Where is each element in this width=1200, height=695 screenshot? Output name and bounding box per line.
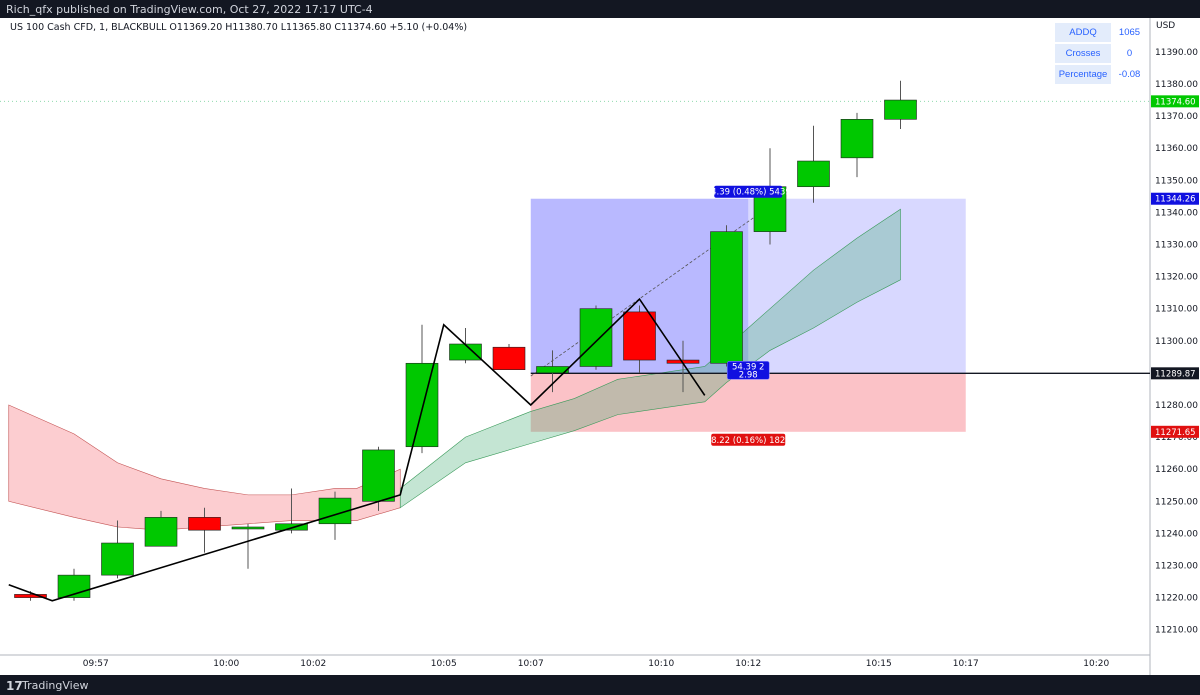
stop-price-label-box xyxy=(1151,425,1199,438)
info-row-addq: ADDQ 1065 xyxy=(1055,23,1146,42)
candle-body xyxy=(884,99,917,120)
stop-zone xyxy=(530,373,966,432)
stop-label-text: 18.22 (0.16%) 1822 xyxy=(706,436,791,446)
tradingview-logo-icon: 17 xyxy=(6,679,23,693)
entry-price-label-text: 11289.87 xyxy=(1155,369,1196,379)
center-label-line1: 54.39 2 xyxy=(732,362,764,372)
candle xyxy=(318,491,352,540)
info-row-percentage: Percentage -0.08 xyxy=(1055,65,1146,84)
candle xyxy=(797,125,830,203)
brand-text: TradingView xyxy=(22,679,89,692)
price-tick-label: 11220.00 xyxy=(1155,594,1198,604)
info-value: -0.08 xyxy=(1113,65,1146,84)
center-label-box xyxy=(726,361,770,380)
candle xyxy=(536,350,569,393)
price-tick-label: 11390.00 xyxy=(1155,48,1198,58)
candle xyxy=(144,510,178,547)
time-tick-label: 10:17 xyxy=(953,659,979,669)
green-cloud-band xyxy=(399,208,901,509)
candle xyxy=(623,305,656,373)
time-tick-label: 10:07 xyxy=(518,659,544,669)
candle xyxy=(492,344,526,370)
time-tick-label: 10:15 xyxy=(866,659,892,669)
last-price-label-text: 11374.60 xyxy=(1155,97,1196,107)
price-tick-label: 11270.00 xyxy=(1155,433,1198,443)
candle xyxy=(710,225,743,367)
info-label: Crosses xyxy=(1055,44,1111,63)
candle-body xyxy=(840,119,874,159)
candle-body xyxy=(188,517,221,531)
candle xyxy=(188,507,221,553)
candlestick-chart[interactable]: 54.39 (0.48%) 5439 18.22 (0.16%) 1822 54.3… xyxy=(0,18,1200,675)
price-tick-label: 11250.00 xyxy=(1155,497,1198,507)
candle xyxy=(101,520,134,579)
target-label-box xyxy=(714,185,783,198)
candle-body xyxy=(231,526,265,530)
candle-body xyxy=(710,231,743,364)
price-axis xyxy=(1151,18,1200,675)
price-tick-label: 11320.00 xyxy=(1155,273,1198,283)
price-tick-label: 11240.00 xyxy=(1155,529,1198,539)
info-value: 1065 xyxy=(1113,23,1146,42)
time-tick-label: 10:00 xyxy=(213,659,239,669)
info-value: 0 xyxy=(1113,44,1146,63)
candle-body xyxy=(797,160,830,188)
price-tick-label: 11370.00 xyxy=(1155,112,1198,122)
price-tick-label: 11210.00 xyxy=(1155,626,1198,636)
candle xyxy=(231,523,265,569)
info-row-crosses: Crosses 0 xyxy=(1055,44,1146,63)
candle-body xyxy=(492,346,526,370)
price-tick-label: 11380.00 xyxy=(1155,80,1198,90)
candle-body xyxy=(623,311,656,361)
dashed-trend-line xyxy=(530,205,771,377)
price-tick-label: 11280.00 xyxy=(1155,401,1198,411)
price-tick-label: 11260.00 xyxy=(1155,465,1198,475)
last-price-label-box xyxy=(1151,95,1199,108)
candle-body xyxy=(14,594,47,598)
candle xyxy=(57,568,91,601)
stop-label-box xyxy=(711,433,786,446)
time-tick-label: 10:20 xyxy=(1083,659,1109,669)
candle-body xyxy=(101,542,134,576)
info-label: Percentage xyxy=(1055,65,1111,84)
price-axis-unit: USD xyxy=(1156,21,1175,31)
info-label: ADDQ xyxy=(1055,23,1111,42)
stop-price-label-text: 11271.65 xyxy=(1155,428,1196,438)
price-tick-label: 11230.00 xyxy=(1155,562,1198,572)
target-price-label-box xyxy=(1151,192,1199,205)
candle-body xyxy=(536,366,569,374)
top-bar: Rich_qfx published on TradingView.com, O… xyxy=(0,0,1200,18)
time-tick-label: 10:05 xyxy=(431,659,457,669)
candle-body xyxy=(144,517,178,547)
candle xyxy=(884,80,917,129)
indicator-info-table: ADDQ 1065 Crosses 0 Percentage -0.08 xyxy=(1055,23,1146,86)
time-tick-label: 10:10 xyxy=(648,659,674,669)
candle xyxy=(579,305,613,370)
published-text: Rich_qfx published on TradingView.com, O… xyxy=(6,3,373,16)
time-tick-label: 10:12 xyxy=(735,659,761,669)
bottom-bar: 17 TradingView xyxy=(0,675,1200,695)
candle-body xyxy=(579,308,613,367)
target-label-text: 54.39 (0.48%) 5439 xyxy=(706,188,791,198)
candle-body xyxy=(405,362,439,448)
price-tick-label: 11330.00 xyxy=(1155,241,1198,251)
candle xyxy=(840,112,874,178)
candle-body xyxy=(275,523,308,531)
target-price-label-text: 11344.26 xyxy=(1155,195,1196,205)
price-tick-label: 11310.00 xyxy=(1155,305,1198,315)
center-label-line2: 2.98 xyxy=(739,370,758,380)
price-tick-label: 11340.00 xyxy=(1155,208,1198,218)
candle-body xyxy=(362,449,395,502)
entry-price-label-box xyxy=(1151,367,1199,380)
candle xyxy=(275,488,308,534)
symbol-info-line: US 100 Cash CFD, 1, BLACKBULL O11369.20 … xyxy=(10,22,468,33)
price-tick-label: 11350.00 xyxy=(1155,176,1198,186)
time-tick-label: 09:57 xyxy=(83,659,109,669)
candle-body xyxy=(449,343,482,361)
time-tick-label: 10:02 xyxy=(300,659,326,669)
zigzag-line xyxy=(8,297,706,602)
price-tick-label: 11360.00 xyxy=(1155,144,1198,154)
price-tick-label: 11300.00 xyxy=(1155,337,1198,347)
candle xyxy=(405,324,439,454)
